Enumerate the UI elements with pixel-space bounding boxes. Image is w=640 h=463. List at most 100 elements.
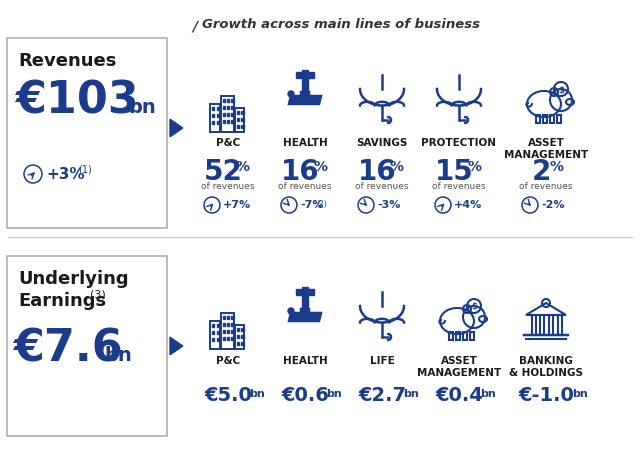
Text: 2: 2 xyxy=(531,158,550,186)
Bar xyxy=(217,338,220,341)
Bar xyxy=(223,337,225,340)
Bar xyxy=(231,316,234,319)
Bar xyxy=(536,116,540,124)
Bar xyxy=(231,121,234,124)
Bar xyxy=(211,338,214,341)
Circle shape xyxy=(204,198,220,213)
Text: bn: bn xyxy=(480,388,495,398)
Text: /: / xyxy=(193,20,198,34)
Bar xyxy=(211,108,214,111)
Bar xyxy=(227,330,229,333)
Text: 16: 16 xyxy=(358,158,396,186)
Bar xyxy=(217,332,220,334)
Bar xyxy=(217,324,220,327)
Text: 15: 15 xyxy=(435,158,474,186)
Bar xyxy=(241,335,244,338)
Bar xyxy=(210,321,220,349)
Bar xyxy=(237,328,239,332)
Text: P&C: P&C xyxy=(216,138,240,148)
Bar xyxy=(543,116,547,124)
Circle shape xyxy=(288,308,294,314)
Bar xyxy=(217,115,220,118)
Bar xyxy=(231,330,234,333)
Bar xyxy=(241,112,244,115)
Bar xyxy=(231,114,234,117)
Text: SAVINGS: SAVINGS xyxy=(356,138,408,148)
Circle shape xyxy=(358,198,374,213)
Text: Revenues: Revenues xyxy=(18,52,116,70)
Bar xyxy=(241,328,244,332)
Text: €7.6: €7.6 xyxy=(14,327,124,370)
Text: LIFE: LIFE xyxy=(370,355,394,365)
Text: BANKING
& HOLDINGS: BANKING & HOLDINGS xyxy=(509,355,583,377)
Text: P&C: P&C xyxy=(216,355,240,365)
FancyBboxPatch shape xyxy=(7,39,167,229)
Bar xyxy=(557,315,561,335)
Text: Growth across main lines of business: Growth across main lines of business xyxy=(202,18,480,31)
Text: of revenues: of revenues xyxy=(278,181,332,191)
Text: Underlying: Underlying xyxy=(18,269,129,288)
Text: 16: 16 xyxy=(281,158,319,186)
Text: of revenues: of revenues xyxy=(201,181,255,191)
Bar xyxy=(296,73,314,79)
Text: +7%: +7% xyxy=(223,200,251,210)
Text: bn: bn xyxy=(572,388,588,398)
Text: bn: bn xyxy=(326,388,342,398)
Bar xyxy=(227,114,229,117)
Text: +4%: +4% xyxy=(454,200,483,210)
Text: %: % xyxy=(549,160,563,174)
Bar xyxy=(227,107,229,110)
Bar xyxy=(227,323,229,326)
Bar xyxy=(223,330,225,333)
Bar xyxy=(211,115,214,118)
Bar xyxy=(211,324,214,327)
Text: HEALTH: HEALTH xyxy=(283,138,328,148)
Text: bn: bn xyxy=(403,388,419,398)
Bar xyxy=(227,121,229,124)
Bar xyxy=(227,100,229,103)
Bar xyxy=(223,316,225,319)
Text: PROTECTION: PROTECTION xyxy=(422,138,497,148)
Bar xyxy=(211,332,214,334)
Bar xyxy=(463,332,467,340)
Polygon shape xyxy=(170,338,183,355)
Circle shape xyxy=(435,198,451,213)
Bar xyxy=(540,315,544,335)
Bar xyxy=(241,126,244,129)
Bar xyxy=(223,100,225,103)
Text: €0.4: €0.4 xyxy=(435,385,483,404)
Bar xyxy=(237,335,239,338)
Bar xyxy=(223,107,225,110)
Bar xyxy=(211,122,214,125)
Circle shape xyxy=(24,166,42,184)
FancyBboxPatch shape xyxy=(7,257,167,436)
Bar xyxy=(456,332,460,340)
Text: -7%: -7% xyxy=(300,200,323,210)
Bar xyxy=(223,121,225,124)
Text: -3%: -3% xyxy=(377,200,401,210)
Text: $: $ xyxy=(471,302,477,311)
Text: €-1.0: €-1.0 xyxy=(518,385,574,404)
Text: (2): (2) xyxy=(317,200,327,208)
Bar xyxy=(221,97,234,133)
Bar xyxy=(531,315,536,335)
Circle shape xyxy=(288,92,294,98)
Bar xyxy=(296,289,314,295)
Bar xyxy=(231,323,234,326)
Bar xyxy=(237,126,239,129)
Text: 52: 52 xyxy=(204,158,243,186)
Bar xyxy=(237,112,239,115)
Bar xyxy=(223,323,225,326)
Bar xyxy=(302,288,308,309)
Text: %: % xyxy=(236,160,250,174)
Text: €0.6: €0.6 xyxy=(281,385,329,404)
Bar xyxy=(223,114,225,117)
Text: bn: bn xyxy=(104,345,132,364)
Text: bn: bn xyxy=(249,388,264,398)
Bar xyxy=(235,109,244,133)
Text: ASSET
MANAGEMENT: ASSET MANAGEMENT xyxy=(417,355,501,377)
Text: $: $ xyxy=(558,85,564,94)
Bar xyxy=(449,332,453,340)
Bar xyxy=(217,108,220,111)
Text: ASSET
MANAGEMENT: ASSET MANAGEMENT xyxy=(504,138,588,159)
